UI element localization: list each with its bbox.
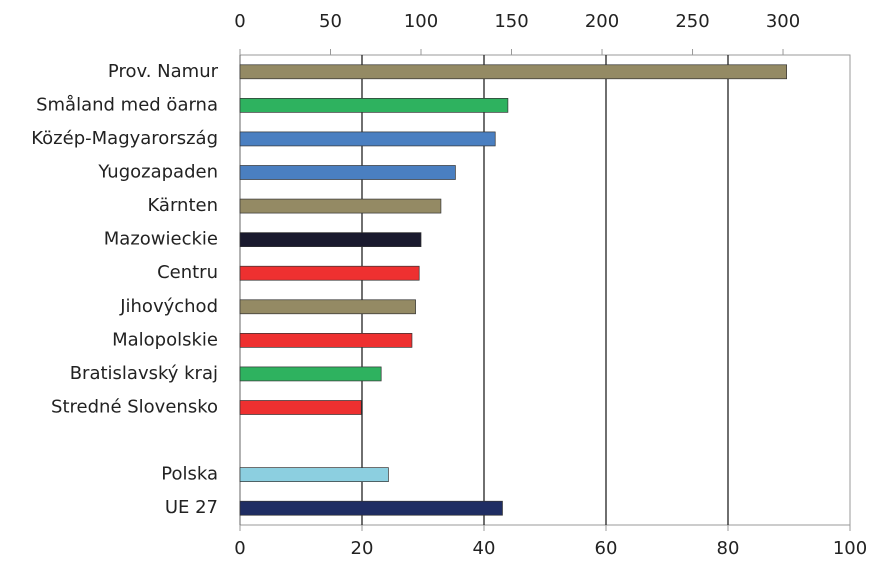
x2-tick-label: 200 — [585, 11, 619, 32]
y-tick-label: Bratislavský kraj — [70, 363, 218, 384]
y-tick-label: Centru — [157, 262, 218, 283]
x-tick-label: 100 — [833, 538, 867, 559]
bar — [239, 198, 442, 214]
y-tick-label: Malopolskie — [112, 329, 218, 350]
y-tick-label: Yugozapaden — [97, 162, 218, 183]
x-tick-label: 60 — [595, 538, 618, 559]
y-tick-label: Polska — [161, 464, 218, 485]
plot-border — [239, 54, 851, 526]
bar — [239, 366, 382, 382]
y-tick-label: Stredné Slovensko — [51, 397, 218, 418]
bar — [239, 64, 787, 80]
x2-tick-label: 250 — [675, 11, 709, 32]
bar — [239, 98, 509, 113]
x-tick-label: 40 — [473, 538, 496, 559]
x2-tick-label: 150 — [494, 11, 528, 32]
bar — [239, 500, 503, 516]
bar — [239, 265, 420, 281]
y-tick-label: Småland med öarna — [36, 94, 218, 115]
x-tick-label: 80 — [717, 538, 740, 559]
y-tick-label: Közép-Magyarország — [31, 128, 218, 149]
y-tick-label: UE 27 — [165, 497, 218, 518]
bar — [239, 400, 362, 415]
bar — [239, 467, 389, 482]
bar — [239, 299, 416, 315]
y-tick-label: Mazowieckie — [104, 229, 218, 250]
x2-tick-label: 50 — [319, 11, 342, 32]
y-tick-label: Jihovýchod — [119, 296, 218, 317]
bar — [239, 333, 413, 348]
bar — [239, 165, 456, 180]
x2-tick-label: 100 — [404, 11, 438, 32]
y-tick-label: Prov. Namur — [108, 61, 219, 82]
y-tick-label: Kärnten — [147, 195, 218, 216]
x-tick-label: 0 — [234, 538, 245, 559]
bar — [239, 131, 496, 147]
x2-tick-label: 300 — [766, 11, 800, 32]
x2-tick-label: 0 — [234, 11, 245, 32]
x-tick-label: 20 — [351, 538, 374, 559]
bar — [239, 232, 422, 247]
